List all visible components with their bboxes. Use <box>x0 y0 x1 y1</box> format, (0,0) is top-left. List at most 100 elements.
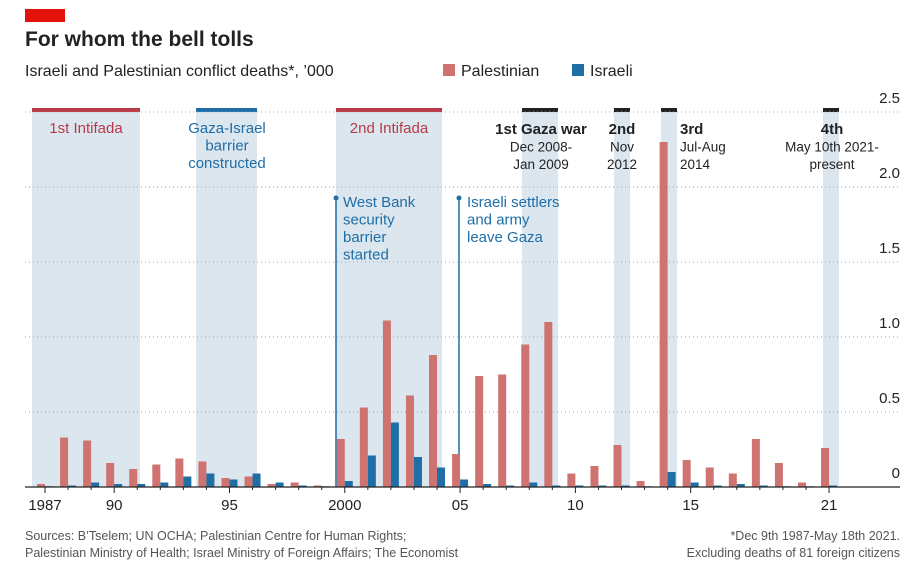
period-bar <box>614 108 630 112</box>
source: Sources: B’Tselem; UN OCHA; Palestinian … <box>25 529 406 543</box>
annotation: West Bank <box>343 194 416 211</box>
annotation: and army <box>467 212 530 229</box>
bar <box>290 482 299 487</box>
brand-bar <box>25 9 65 22</box>
shade <box>196 111 257 487</box>
bar <box>575 485 584 487</box>
annotation: 2012 <box>607 157 637 172</box>
bar <box>544 322 553 487</box>
y-tick-label: 1.0 <box>879 315 900 332</box>
legend-label: Israeli <box>590 63 633 80</box>
legend-label: Palestinian <box>461 63 539 80</box>
x-tick-label: 10 <box>567 497 584 514</box>
bar <box>498 374 507 487</box>
bar <box>621 485 630 487</box>
bar <box>483 484 492 487</box>
bar <box>221 478 230 487</box>
x-tick-label: 95 <box>221 497 238 514</box>
bar <box>275 482 284 487</box>
annotation: leave Gaza <box>467 229 544 246</box>
bar <box>390 422 399 487</box>
x-tick-label: 90 <box>106 497 123 514</box>
bar <box>229 479 238 487</box>
bar <box>68 485 77 487</box>
annotation: Gaza-Israel <box>188 120 266 137</box>
annotation: 2014 <box>680 157 711 172</box>
bar <box>413 457 422 487</box>
x-tick-label: 1987 <box>28 497 61 514</box>
bar <box>60 437 69 487</box>
chart-subtitle: Israeli and Palestinian conflict deaths*… <box>25 63 334 80</box>
bar <box>37 484 45 487</box>
bar <box>506 485 515 487</box>
bar <box>728 473 737 487</box>
bar <box>460 479 469 487</box>
shade <box>32 111 140 487</box>
source: Palestinian Ministry of Health; Israel M… <box>25 546 459 560</box>
bar <box>206 473 215 487</box>
legend-swatch <box>572 64 584 76</box>
bar <box>567 473 576 487</box>
bar <box>198 461 207 487</box>
bar <box>452 454 461 487</box>
annotation: present <box>809 157 854 172</box>
bar <box>667 472 676 487</box>
period-bar <box>32 108 140 112</box>
bar <box>751 439 760 487</box>
chart-title: For whom the bell tolls <box>25 28 254 51</box>
bar <box>382 320 391 487</box>
bar <box>705 467 714 487</box>
y-tick-label: 1.5 <box>879 240 900 257</box>
bar <box>613 445 622 487</box>
bar <box>313 485 322 487</box>
annotation: Dec 2008- <box>510 140 572 155</box>
period-bar <box>823 108 839 112</box>
y-tick-label: 0.5 <box>879 390 900 407</box>
bar <box>590 466 599 487</box>
x-tick-label: 15 <box>682 497 699 514</box>
bar <box>521 344 530 487</box>
bar <box>244 476 253 487</box>
y-tick-label: 2.5 <box>879 90 900 107</box>
bar <box>129 469 138 487</box>
legend-swatch <box>443 64 455 76</box>
annotation: 1st Gaza war <box>495 121 587 138</box>
period-bar <box>196 108 257 112</box>
bar <box>736 484 745 487</box>
period-bar <box>661 108 677 112</box>
bar <box>759 485 768 487</box>
bar <box>437 467 446 487</box>
bar <box>636 481 645 487</box>
annotation: 2nd Intifada <box>350 120 429 137</box>
bar <box>475 376 484 487</box>
bar <box>160 482 169 487</box>
period-bar <box>522 108 558 112</box>
bar <box>106 463 115 487</box>
annotation: Nov <box>610 140 634 155</box>
bar <box>114 484 123 487</box>
bar <box>267 484 276 487</box>
bar <box>367 455 376 487</box>
bar <box>429 355 438 487</box>
period-shading <box>32 108 839 487</box>
annotation: security <box>343 212 395 229</box>
bar <box>405 395 414 487</box>
event-dot <box>333 195 339 201</box>
bar <box>298 485 307 487</box>
y-tick-label: 0 <box>892 465 900 482</box>
bar <box>829 485 838 487</box>
bar <box>359 407 368 487</box>
shade <box>823 111 839 487</box>
annotation: 3rd <box>680 121 703 138</box>
x-tick-label: 2000 <box>328 497 361 514</box>
x-tick-label: 05 <box>452 497 469 514</box>
bar <box>83 440 92 487</box>
bar <box>821 448 830 487</box>
annotation: Jan 2009 <box>513 157 569 172</box>
y-tick-label: 2.0 <box>879 165 900 182</box>
bar <box>152 464 161 487</box>
event-dot <box>456 195 462 201</box>
period-bar <box>336 108 442 112</box>
